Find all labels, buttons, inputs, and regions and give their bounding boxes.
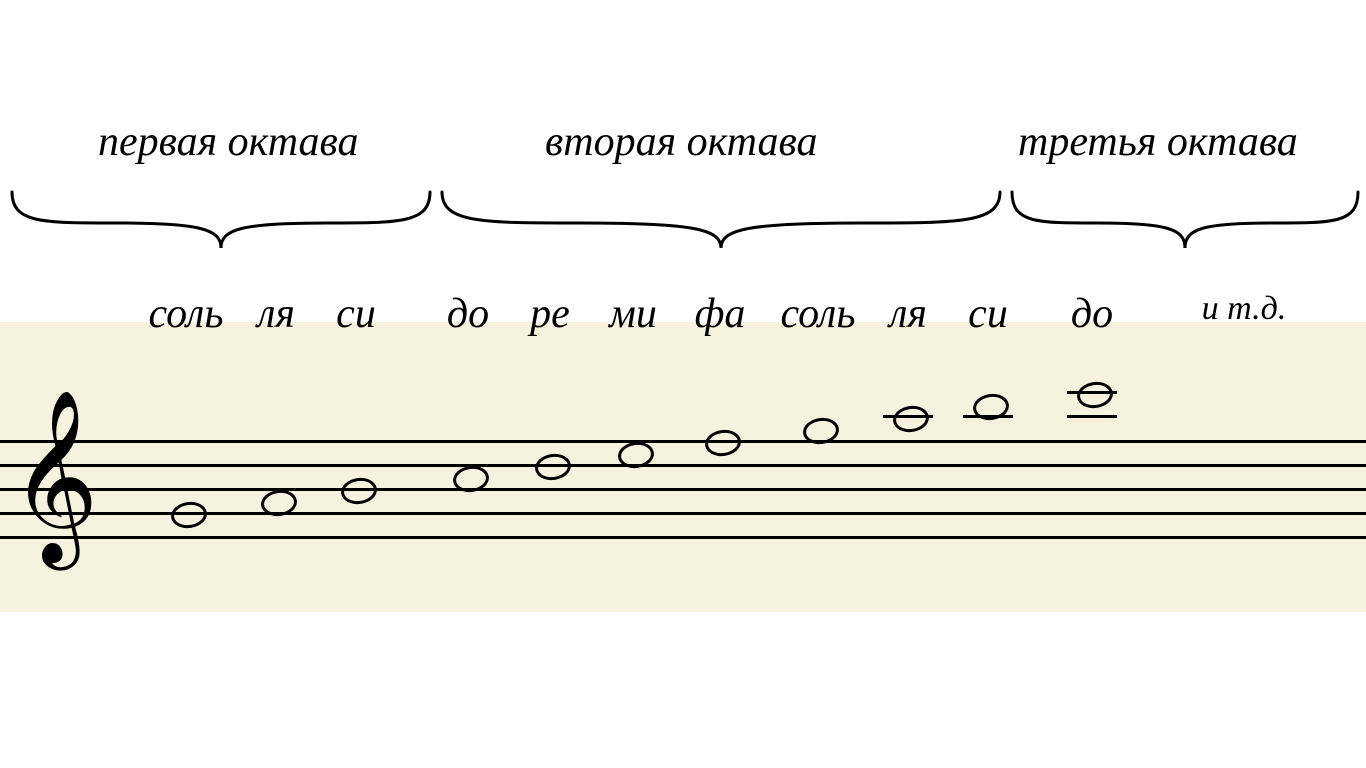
staff-paper xyxy=(0,322,1366,612)
note-name: си xyxy=(336,290,376,338)
note-name: до xyxy=(447,290,489,338)
whole-note xyxy=(705,430,741,456)
whole-note xyxy=(1077,382,1113,408)
note-name: ре xyxy=(530,290,570,338)
staff-line xyxy=(0,536,1366,539)
whole-note xyxy=(893,406,929,432)
brace-1 xyxy=(10,190,432,250)
note-name: фа xyxy=(695,290,746,338)
whole-note xyxy=(341,478,377,504)
note-name: ми xyxy=(609,290,657,338)
note-name: ля xyxy=(889,290,927,338)
whole-note xyxy=(803,418,839,444)
whole-note xyxy=(535,454,571,480)
octave-label-2: вторая октава xyxy=(545,118,817,166)
note-name: ля xyxy=(257,290,295,338)
brace-3 xyxy=(1010,190,1360,250)
ledger-line xyxy=(883,415,933,418)
diagram-root: первая октава вторая октава третья октав… xyxy=(0,0,1366,768)
staff-line xyxy=(0,440,1366,443)
ledger-line xyxy=(963,415,1013,418)
ledger-line xyxy=(1067,391,1117,394)
staff-line xyxy=(0,464,1366,467)
note-name: си xyxy=(968,290,1008,338)
whole-note xyxy=(618,442,654,468)
whole-note xyxy=(453,466,489,492)
octave-label-3: третья октава xyxy=(1018,118,1298,166)
note-name: до xyxy=(1071,290,1113,338)
note-name: и т.д. xyxy=(1202,290,1287,328)
whole-note xyxy=(261,490,297,516)
note-name: соль xyxy=(149,290,224,338)
note-name: соль xyxy=(781,290,856,338)
brace-2 xyxy=(440,190,1002,250)
octave-label-1: первая октава xyxy=(98,118,359,166)
staff-line xyxy=(0,488,1366,491)
ledger-line xyxy=(1067,415,1117,418)
treble-clef-icon: 𝄞 xyxy=(10,402,99,552)
whole-note xyxy=(171,502,207,528)
